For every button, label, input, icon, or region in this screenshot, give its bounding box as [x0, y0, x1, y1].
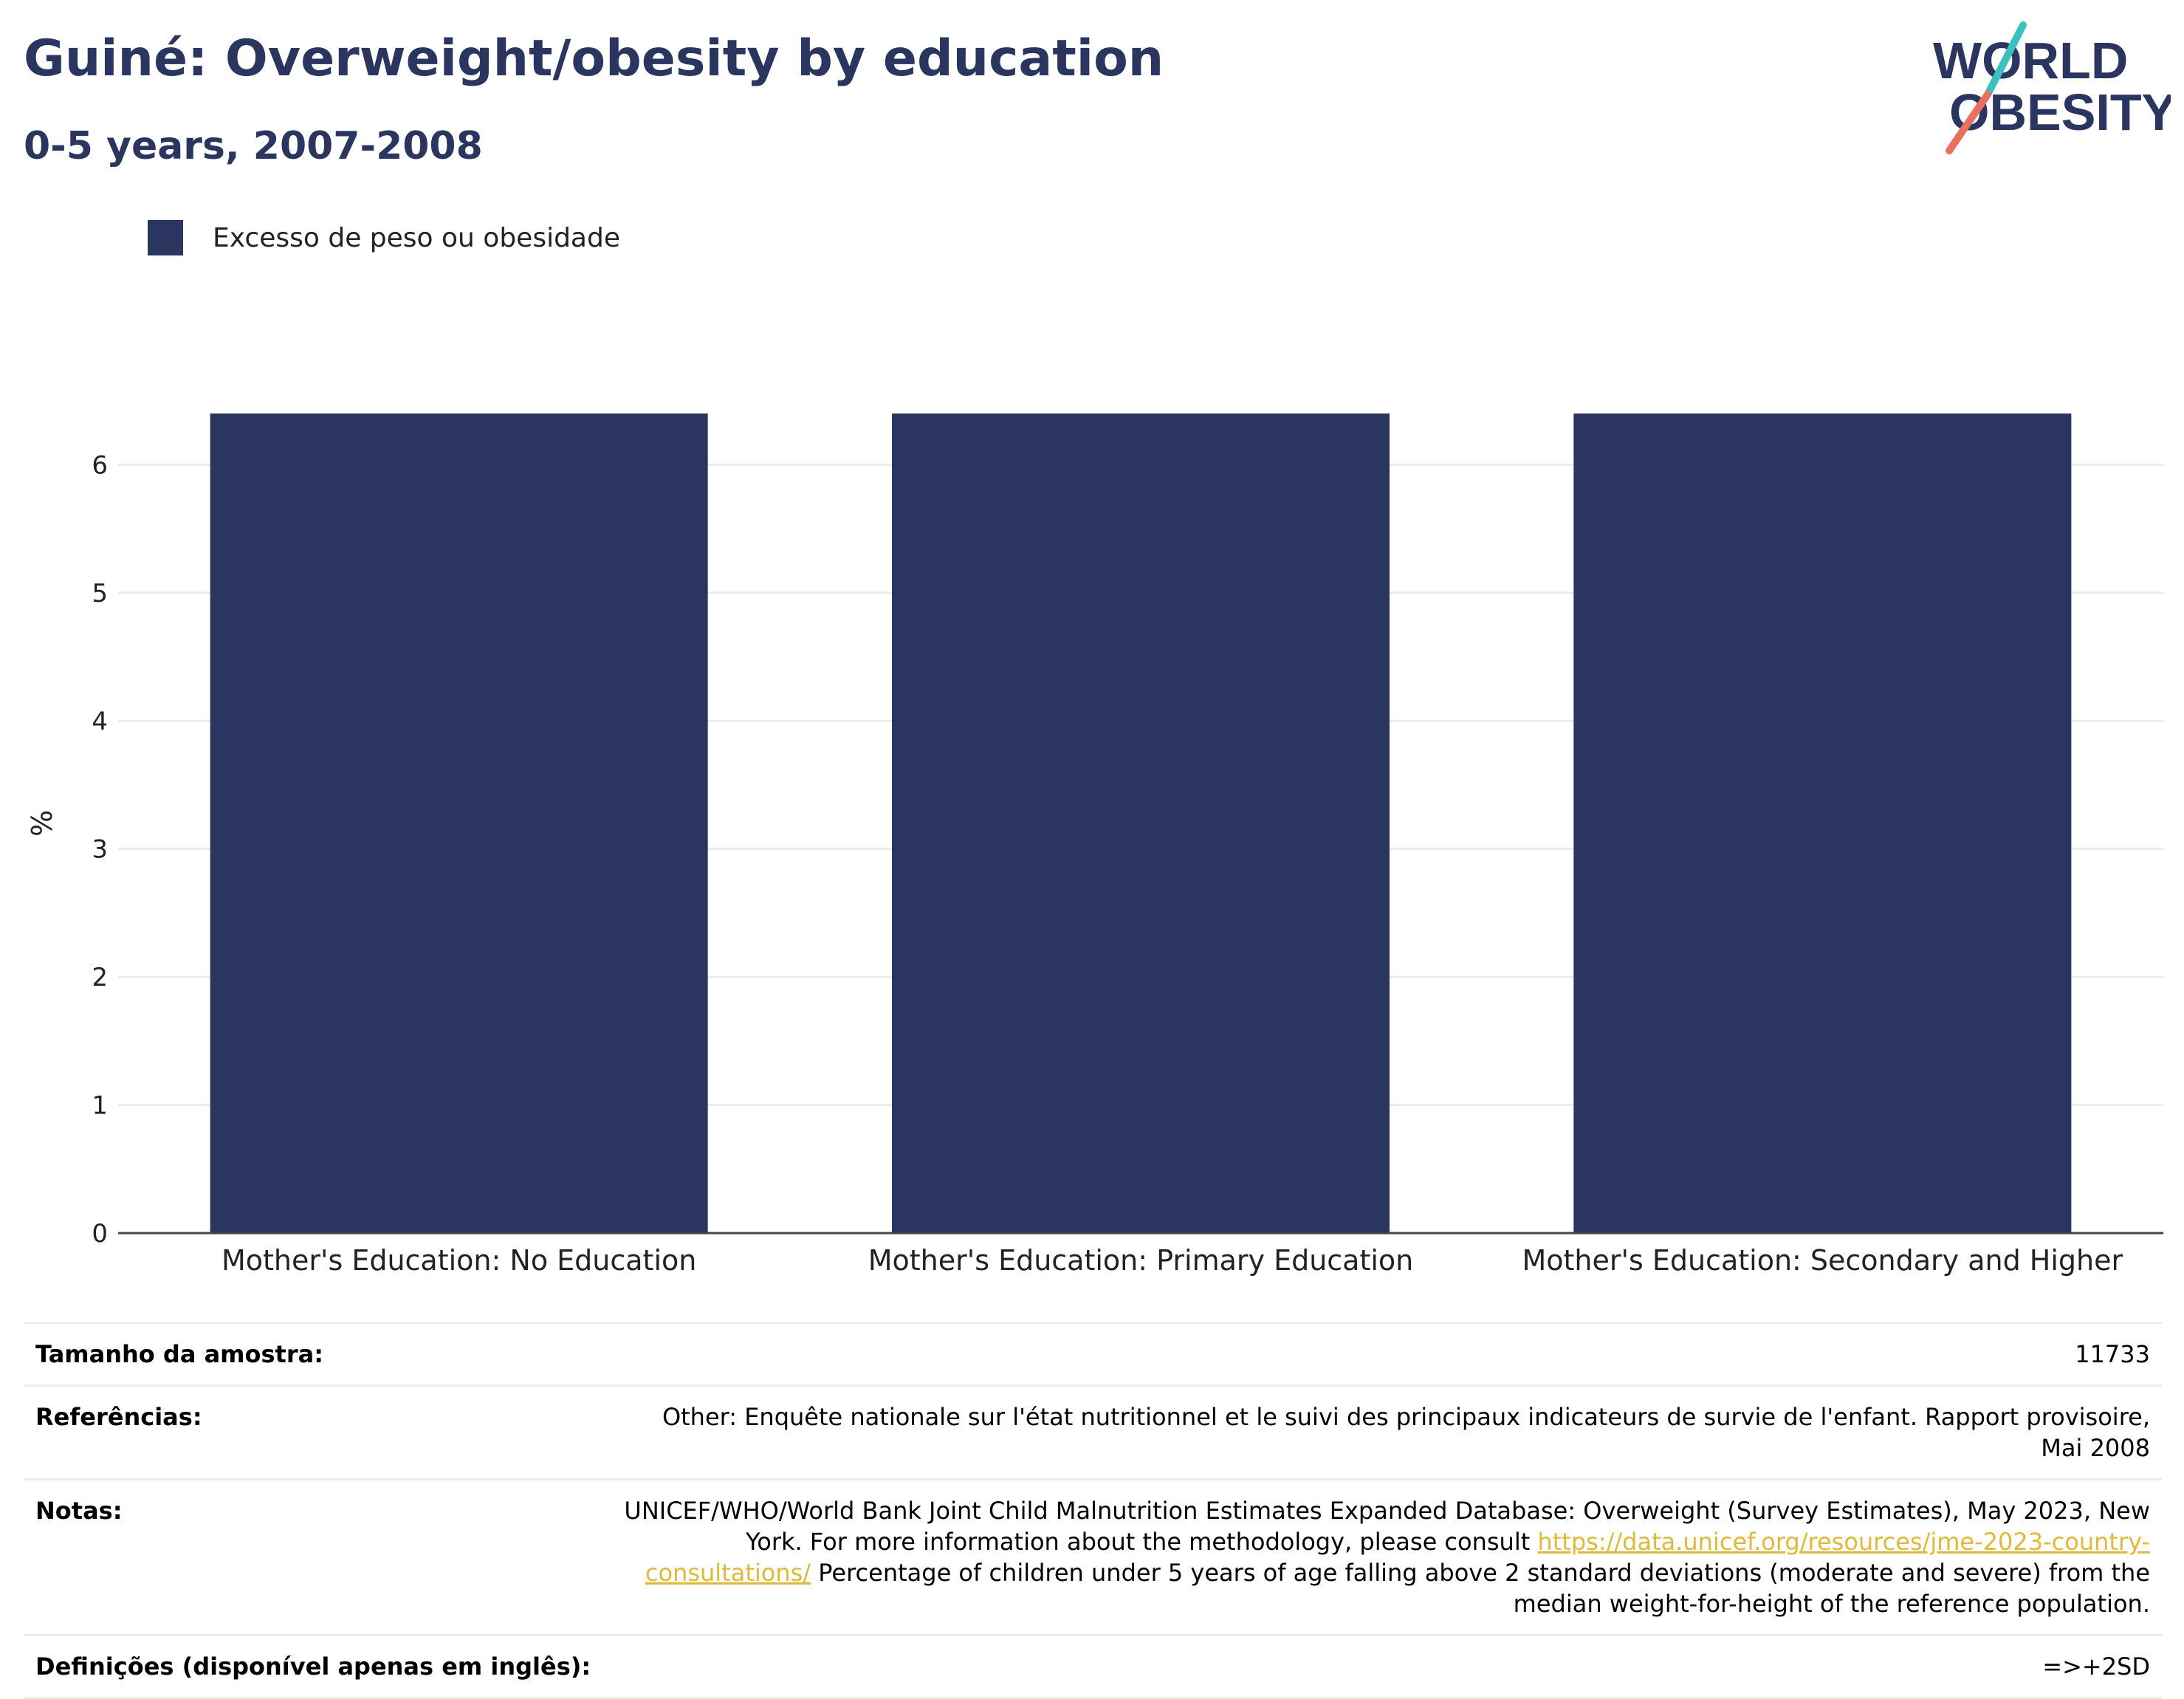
y-tick-label: 1	[92, 1091, 108, 1121]
sample-size-label: Tamanho da amostra:	[24, 1322, 603, 1387]
definitions-value: =>+2SD	[602, 1634, 2162, 1699]
sample-size-value: 11733	[602, 1322, 2162, 1387]
x-tick-label: Mother's Education: Secondary and Higher	[1522, 1244, 2123, 1277]
y-tick-label: 6	[92, 450, 108, 480]
notes-label: Notas:	[24, 1478, 603, 1636]
x-tick-label: Mother's Education: Primary Education	[868, 1244, 1414, 1277]
y-tick-label: 4	[92, 707, 108, 736]
page-subtitle: 0-5 years, 2007-2008	[24, 124, 483, 168]
y-tick-label: 5	[92, 579, 108, 608]
notes-link[interactable]: https://data.unicef.org/resources/jme-20…	[645, 1528, 2150, 1587]
logo-slash-coral	[1946, 91, 1991, 154]
legend-label: Excesso de peso ou obesidade	[213, 222, 620, 253]
references-value: Other: Enquête nationale sur l'état nutr…	[602, 1384, 2162, 1480]
y-tick-label: 3	[92, 835, 108, 865]
page-title: Guiné: Overweight/obesity by education	[24, 30, 1164, 88]
notes-text-1: UNICEF/WHO/World Bank Joint Child Malnut…	[624, 1497, 2150, 1556]
bar	[210, 413, 708, 1233]
notes-value: UNICEF/WHO/World Bank Joint Child Malnut…	[602, 1478, 2162, 1636]
logo-text-world: WORLD	[1933, 32, 2128, 89]
x-tick-label: Mother's Education: No Education	[222, 1244, 696, 1277]
logo-slash-teal	[1984, 21, 2027, 98]
y-tick-label: 2	[92, 963, 108, 992]
info-row-sample: Tamanho da amostra: 11733	[24, 1322, 2162, 1387]
definitions-label: Definições (disponível apenas em inglês)…	[24, 1634, 603, 1699]
bar-chart: 0 1 2 3 4 5 6% Mother's Education: No Education…	[26, 413, 2163, 1277]
y-axis-label: %	[26, 810, 58, 837]
legend-swatch	[148, 220, 183, 255]
world-obesity-logo: WORLD OBESITY	[1933, 21, 2171, 154]
chart-legend[interactable]: Excesso de peso ou obesidade	[148, 220, 620, 255]
info-row-definitions: Definições (disponível apenas em inglês)…	[24, 1634, 2162, 1699]
bar	[891, 413, 1390, 1233]
info-row-notes: Notas: UNICEF/WHO/World Bank Joint Child…	[24, 1478, 2162, 1636]
notes-text-2: Percentage of children under 5 years of …	[818, 1559, 2150, 1618]
bar	[1573, 413, 2072, 1233]
references-label: Referências:	[24, 1384, 603, 1480]
y-tick-label: 0	[92, 1219, 108, 1249]
info-row-references: Referências: Other: Enquête nationale su…	[24, 1384, 2162, 1480]
info-table: Tamanho da amostra: 11733 Referências: O…	[24, 1322, 2162, 1699]
